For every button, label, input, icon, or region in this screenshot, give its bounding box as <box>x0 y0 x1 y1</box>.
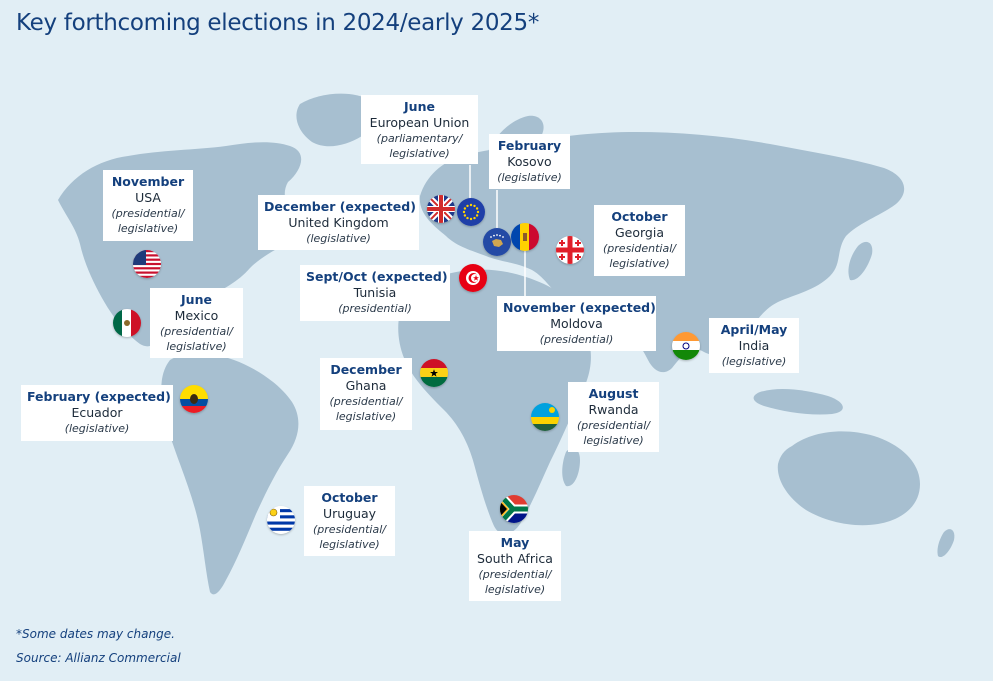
election-box-mexico: June Mexico (presidential/ legislative) <box>150 288 243 358</box>
election-date: October <box>611 209 668 224</box>
election-type: (presidential/ <box>313 523 386 536</box>
election-box-india: April/May India (legislative) <box>709 318 799 373</box>
new-zealand-landmass <box>937 529 955 558</box>
flag-kosovo-icon <box>483 228 511 256</box>
election-box-kosovo: February Kosovo (legislative) <box>489 134 570 189</box>
election-type: (presidential/ <box>329 395 403 408</box>
flag-tunisia-icon <box>459 264 487 292</box>
election-country: South Africa <box>477 551 553 566</box>
election-type: legislative) <box>609 257 670 270</box>
election-date: April/May <box>720 322 788 337</box>
election-type: (presidential) <box>338 302 412 315</box>
election-type: (presidential/ <box>577 419 650 432</box>
election-date: November (expected) <box>503 300 656 315</box>
election-date: August <box>588 386 639 401</box>
flag-usa-icon <box>133 250 161 278</box>
election-date: June <box>404 99 435 114</box>
election-type: (legislative) <box>497 171 562 184</box>
greenland-landmass <box>296 93 378 147</box>
election-date: November <box>111 174 185 189</box>
source-note: Source: Allianz Commercial <box>16 651 181 665</box>
election-country: European Union <box>369 115 470 130</box>
japan-landmass <box>848 241 873 281</box>
australia-landmass <box>777 431 920 526</box>
flag-india-icon <box>672 332 700 360</box>
election-box-uk: December (expected) United Kingdom (legi… <box>258 195 419 250</box>
flag-uk-icon <box>427 195 455 223</box>
election-country: Mexico <box>174 308 219 323</box>
election-type: (presidential) <box>539 333 614 346</box>
election-box-eu: June European Union (parliamentary/ legi… <box>361 95 478 164</box>
indonesia-landmass <box>753 389 843 415</box>
election-date: October <box>321 490 378 505</box>
election-country: India <box>738 338 770 353</box>
election-country: USA <box>135 190 161 205</box>
south-america-landmass <box>161 353 299 595</box>
election-type: (presidential/ <box>603 242 676 255</box>
page-title: Key forthcoming elections in 2024/early … <box>16 10 540 36</box>
election-type: (presidential/ <box>111 207 185 220</box>
election-country: Tunisia <box>353 285 397 300</box>
flag-rwanda-icon <box>531 403 559 431</box>
election-box-south-africa: May South Africa (presidential/ legislat… <box>469 531 561 601</box>
election-date: February (expected) <box>27 389 171 404</box>
election-box-moldova: November (expected) Moldova (presidentia… <box>497 296 656 351</box>
election-box-ghana: December Ghana (presidential/ legislativ… <box>320 358 412 430</box>
election-date: Sept/Oct (expected) <box>306 269 448 284</box>
election-type: legislative) <box>583 434 644 447</box>
footnote: *Some dates may change. <box>16 627 175 641</box>
election-box-usa: November USA (presidential/ legislative) <box>103 170 193 241</box>
election-type: legislative) <box>335 410 397 423</box>
flag-ghana-icon <box>420 359 448 387</box>
flag-eu-icon <box>457 198 485 226</box>
election-box-uruguay: October Uruguay (presidential/ legislati… <box>304 486 395 556</box>
election-type: (legislative) <box>306 232 371 245</box>
election-type: legislative) <box>117 222 179 235</box>
flag-georgia-icon <box>556 236 584 264</box>
flag-uruguay-icon <box>267 506 295 534</box>
election-country: Moldova <box>550 316 603 331</box>
election-type: (presidential/ <box>478 568 552 581</box>
election-country: Ecuador <box>71 405 123 420</box>
election-box-tunisia: Sept/Oct (expected) Tunisia (presidentia… <box>300 265 450 321</box>
election-type: (parliamentary/ <box>376 132 463 145</box>
election-type: legislative) <box>166 340 227 353</box>
election-type: legislative) <box>484 583 546 596</box>
madagascar-landmass <box>562 447 580 487</box>
election-country: Kosovo <box>507 154 552 169</box>
election-box-ecuador: February (expected) Ecuador (legislative… <box>21 385 173 441</box>
election-date: June <box>181 292 212 307</box>
election-type: legislative) <box>389 147 450 160</box>
election-box-rwanda: August Rwanda (presidential/ legislative… <box>568 382 659 452</box>
election-type: legislative) <box>319 538 380 551</box>
election-country: Georgia <box>614 225 664 240</box>
election-country: Rwanda <box>588 402 639 417</box>
election-date: February <box>497 138 562 153</box>
election-date: May <box>500 535 530 550</box>
election-date: December <box>330 362 402 377</box>
election-type: (legislative) <box>64 422 130 435</box>
election-box-georgia: October Georgia (presidential/ legislati… <box>594 205 685 276</box>
flag-mexico-icon <box>113 309 141 337</box>
flag-moldova-icon <box>511 223 539 251</box>
flag-south-africa-icon <box>500 495 528 523</box>
election-country: Ghana <box>345 378 387 393</box>
election-date: December (expected) <box>264 199 416 214</box>
election-type: (presidential/ <box>160 325 233 338</box>
election-type: (legislative) <box>721 355 787 368</box>
election-country: Uruguay <box>322 506 377 521</box>
flag-ecuador-icon <box>180 385 208 413</box>
election-country: United Kingdom <box>288 215 389 230</box>
